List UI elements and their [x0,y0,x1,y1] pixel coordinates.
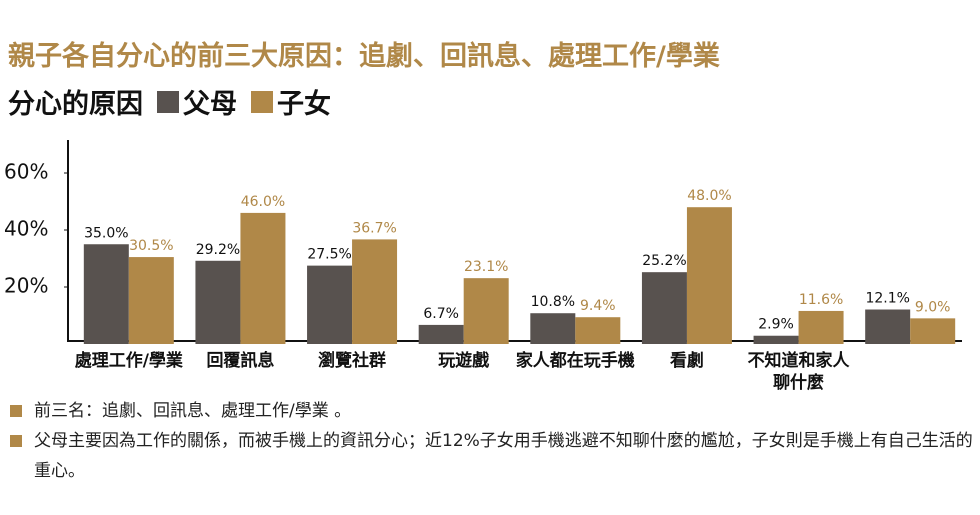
bar [753,335,799,344]
legend-swatch [157,90,179,113]
value-label: 46.0% [241,194,285,210]
value-label: 36.7% [352,220,396,236]
note: 父母主要因為工作的關係，而被手機上的資訊分心；近12%子女用手機逃避不知聊什麼的… [8,426,973,486]
x-tick-label: 家人都在玩手機 [515,351,635,371]
note: 前三名：追劇、回訊息、處理工作/學業 。 [8,396,973,426]
value-label: 11.6% [799,292,843,308]
value-label: 10.8% [531,294,575,310]
bar [195,260,241,344]
bar [641,272,687,344]
notes: 前三名：追劇、回訊息、處理工作/學業 。 父母主要因為工作的關係，而被手機上的資… [8,396,973,486]
legend-item: 父母 [157,82,237,121]
value-label: 30.5% [129,238,173,254]
x-tick-label: 看劇 [669,351,704,371]
bar [910,318,956,344]
y-tick-label: 40% [4,217,48,241]
legend-swatch [251,90,273,113]
note-text: 父母主要因為工作的關係，而被手機上的資訊分心；近12%子女用手機逃避不知聊什麼的… [34,431,973,481]
bar [530,313,576,344]
legend-label: 子女 [277,89,331,120]
bar [798,310,844,344]
bar [463,278,509,344]
value-label: 29.2% [196,242,240,258]
y-tick-label: 20% [4,274,48,298]
x-tick-label: 不知道和家人 聊什麼 [747,351,850,393]
bar [418,324,464,344]
bar [686,207,732,344]
subtitle: 分心的原因 [8,89,143,120]
bar [575,317,621,344]
bar [307,265,353,344]
bullet [10,435,22,447]
bar [128,257,174,344]
value-label: 27.5% [307,247,351,263]
value-label: 2.9% [758,317,794,333]
chart: 20% 40% 60% 35.0%30.5% 29.2% 46.0% 27.5%36.7% 6… [4,140,962,344]
y-tick-label: 60% [4,160,48,184]
bar [352,239,398,344]
bar [83,244,129,344]
legend-item: 子女 [251,82,331,121]
value-label: 35.0% [84,225,128,241]
note-text: 前三名：追劇、回訊息、處理工作/學業 。 [34,401,352,421]
bar [865,309,911,344]
value-label: 9.4% [580,298,616,314]
subtitle-row: 分心的原因 父母 子女 [8,82,331,121]
value-label: 48.0% [687,188,731,204]
bullet [10,405,22,417]
chart-title: 親子各自分心的前三大原因：追劇、回訊息、處理工作/學業 [8,41,720,72]
value-label: 25.2% [642,253,686,269]
bar [240,212,286,344]
x-tick-label: 回覆訊息 [206,351,275,371]
value-label: 6.7% [423,306,459,322]
value-label: 12.1% [865,291,909,307]
value-label: 23.1% [464,259,508,275]
x-tick-label: 瀏覽社群 [318,351,387,371]
value-label: 9.0% [915,299,951,315]
legend-label: 父母 [183,89,237,120]
x-tick-label: 玩遊戲 [438,351,490,371]
x-tick-label: 處理工作/學業 [74,351,183,371]
